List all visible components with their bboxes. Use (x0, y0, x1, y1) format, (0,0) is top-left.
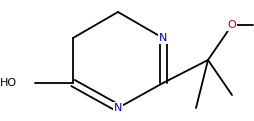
Text: N: N (114, 103, 122, 113)
Text: N: N (159, 33, 167, 43)
Text: O: O (228, 20, 236, 30)
Text: HO: HO (0, 78, 17, 88)
